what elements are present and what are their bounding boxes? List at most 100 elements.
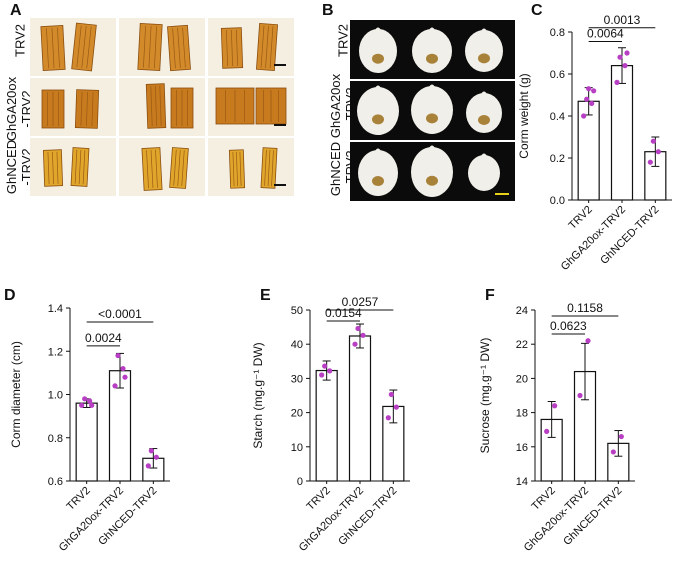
corm-tip	[428, 145, 436, 150]
corm	[357, 87, 399, 135]
strip-vein	[232, 152, 235, 187]
data-point	[87, 398, 93, 404]
data-point	[89, 402, 95, 408]
y-tick-label: 0.8	[550, 27, 565, 39]
strip-vein	[173, 149, 177, 186]
corm	[358, 150, 398, 196]
data-point	[327, 368, 333, 374]
y-tick-label: 50	[291, 305, 303, 317]
panel-a-tile	[208, 138, 294, 196]
y-tick-label: 22	[516, 339, 528, 351]
data-point	[655, 149, 661, 155]
data-point	[360, 332, 366, 338]
corm-tip	[428, 84, 436, 89]
data-point	[586, 86, 592, 92]
data-point	[591, 88, 597, 94]
strip-vein	[239, 151, 242, 186]
data-point	[585, 338, 591, 344]
panel-a-tile	[119, 18, 205, 76]
strip-vein	[177, 150, 181, 186]
y-tick-label: 0.6	[48, 476, 63, 488]
scale-bar	[495, 193, 509, 195]
p-value-label: <0.0001	[98, 307, 142, 321]
y-axis-label: Sucrose (mg.g⁻¹ DW)	[478, 338, 492, 454]
p-value-label: 0.0623	[550, 319, 587, 333]
data-point	[614, 79, 620, 85]
strip-vein	[154, 85, 158, 127]
strip-vein	[236, 151, 238, 187]
y-axis-label: Corm weight (g)	[517, 73, 531, 158]
data-point	[584, 96, 590, 102]
y-tick-label: 1.2	[48, 346, 63, 358]
data-point	[624, 50, 630, 56]
panel-b-tile	[350, 20, 515, 79]
panel-letter-b: B	[322, 2, 334, 19]
strip-vein	[226, 30, 228, 67]
data-point	[610, 449, 616, 455]
y-tick-label: 24	[516, 305, 528, 317]
x-tick-label: TRV2	[65, 485, 93, 513]
data-point	[618, 433, 624, 440]
x-tick-label: GhNCED-TRV2	[598, 204, 661, 267]
strip-vein	[78, 150, 82, 184]
y-tick-label: 18	[516, 408, 528, 420]
panel-a-tile	[119, 138, 205, 196]
bar	[610, 64, 634, 201]
corm-tip	[374, 27, 382, 32]
y-tick-label: 16	[516, 442, 528, 454]
corm-base-scar	[372, 176, 384, 187]
strip-vein	[260, 25, 265, 68]
data-point	[581, 113, 587, 119]
y-tick-label: 20	[291, 408, 303, 420]
panel-letter-f: F	[485, 287, 495, 304]
strip-vein	[57, 27, 60, 68]
bar	[315, 369, 338, 482]
panel-a-tile	[208, 78, 294, 136]
y-tick-label: 0.6	[550, 69, 565, 81]
p-value-label: 0.0257	[342, 295, 379, 309]
corm-photo	[358, 145, 509, 197]
data-point	[120, 365, 126, 372]
corm-tip	[480, 28, 488, 33]
y-tick-label: 1.4	[48, 303, 63, 315]
data-point	[544, 428, 550, 435]
y-tick-label: 30	[291, 373, 303, 385]
data-point	[622, 63, 628, 69]
data-point	[115, 352, 121, 359]
strip-vein	[150, 86, 153, 127]
corm-section-strips	[141, 147, 189, 191]
panel-a-tile	[208, 18, 294, 76]
corm	[466, 93, 502, 133]
corm	[412, 29, 452, 73]
x-tick-label: TRV2	[567, 204, 595, 232]
scale-bar	[274, 64, 286, 66]
p-value-label: 0.0013	[604, 13, 641, 27]
data-point	[650, 138, 656, 144]
panel-a-tile	[30, 78, 116, 136]
strip-vein	[82, 150, 86, 185]
data-point	[322, 363, 328, 369]
p-value-label: 0.0024	[85, 331, 122, 345]
corm-base-scar	[426, 53, 438, 64]
data-point	[79, 402, 85, 408]
strip-vein	[182, 27, 186, 68]
strip-vein	[86, 91, 88, 127]
data-point	[617, 54, 623, 60]
panel-letter-d: D	[4, 287, 16, 304]
strip-vein	[265, 26, 269, 68]
y-tick-label: 0.8	[48, 433, 63, 445]
panel-a-tile	[30, 138, 116, 196]
strip-vein	[172, 28, 176, 69]
y-tick-label: 40	[291, 339, 303, 351]
strip-vein	[143, 25, 146, 68]
data-point	[148, 448, 154, 454]
bar	[75, 402, 98, 482]
p-value-label: 0.0154	[325, 306, 362, 320]
strip-vein	[159, 85, 162, 126]
y-tick-label: 14	[516, 476, 528, 488]
strip-vein	[155, 149, 158, 188]
strip-vein	[74, 149, 78, 184]
corm	[359, 29, 397, 73]
panel-letter-a: A	[10, 2, 22, 19]
data-point	[647, 159, 653, 165]
